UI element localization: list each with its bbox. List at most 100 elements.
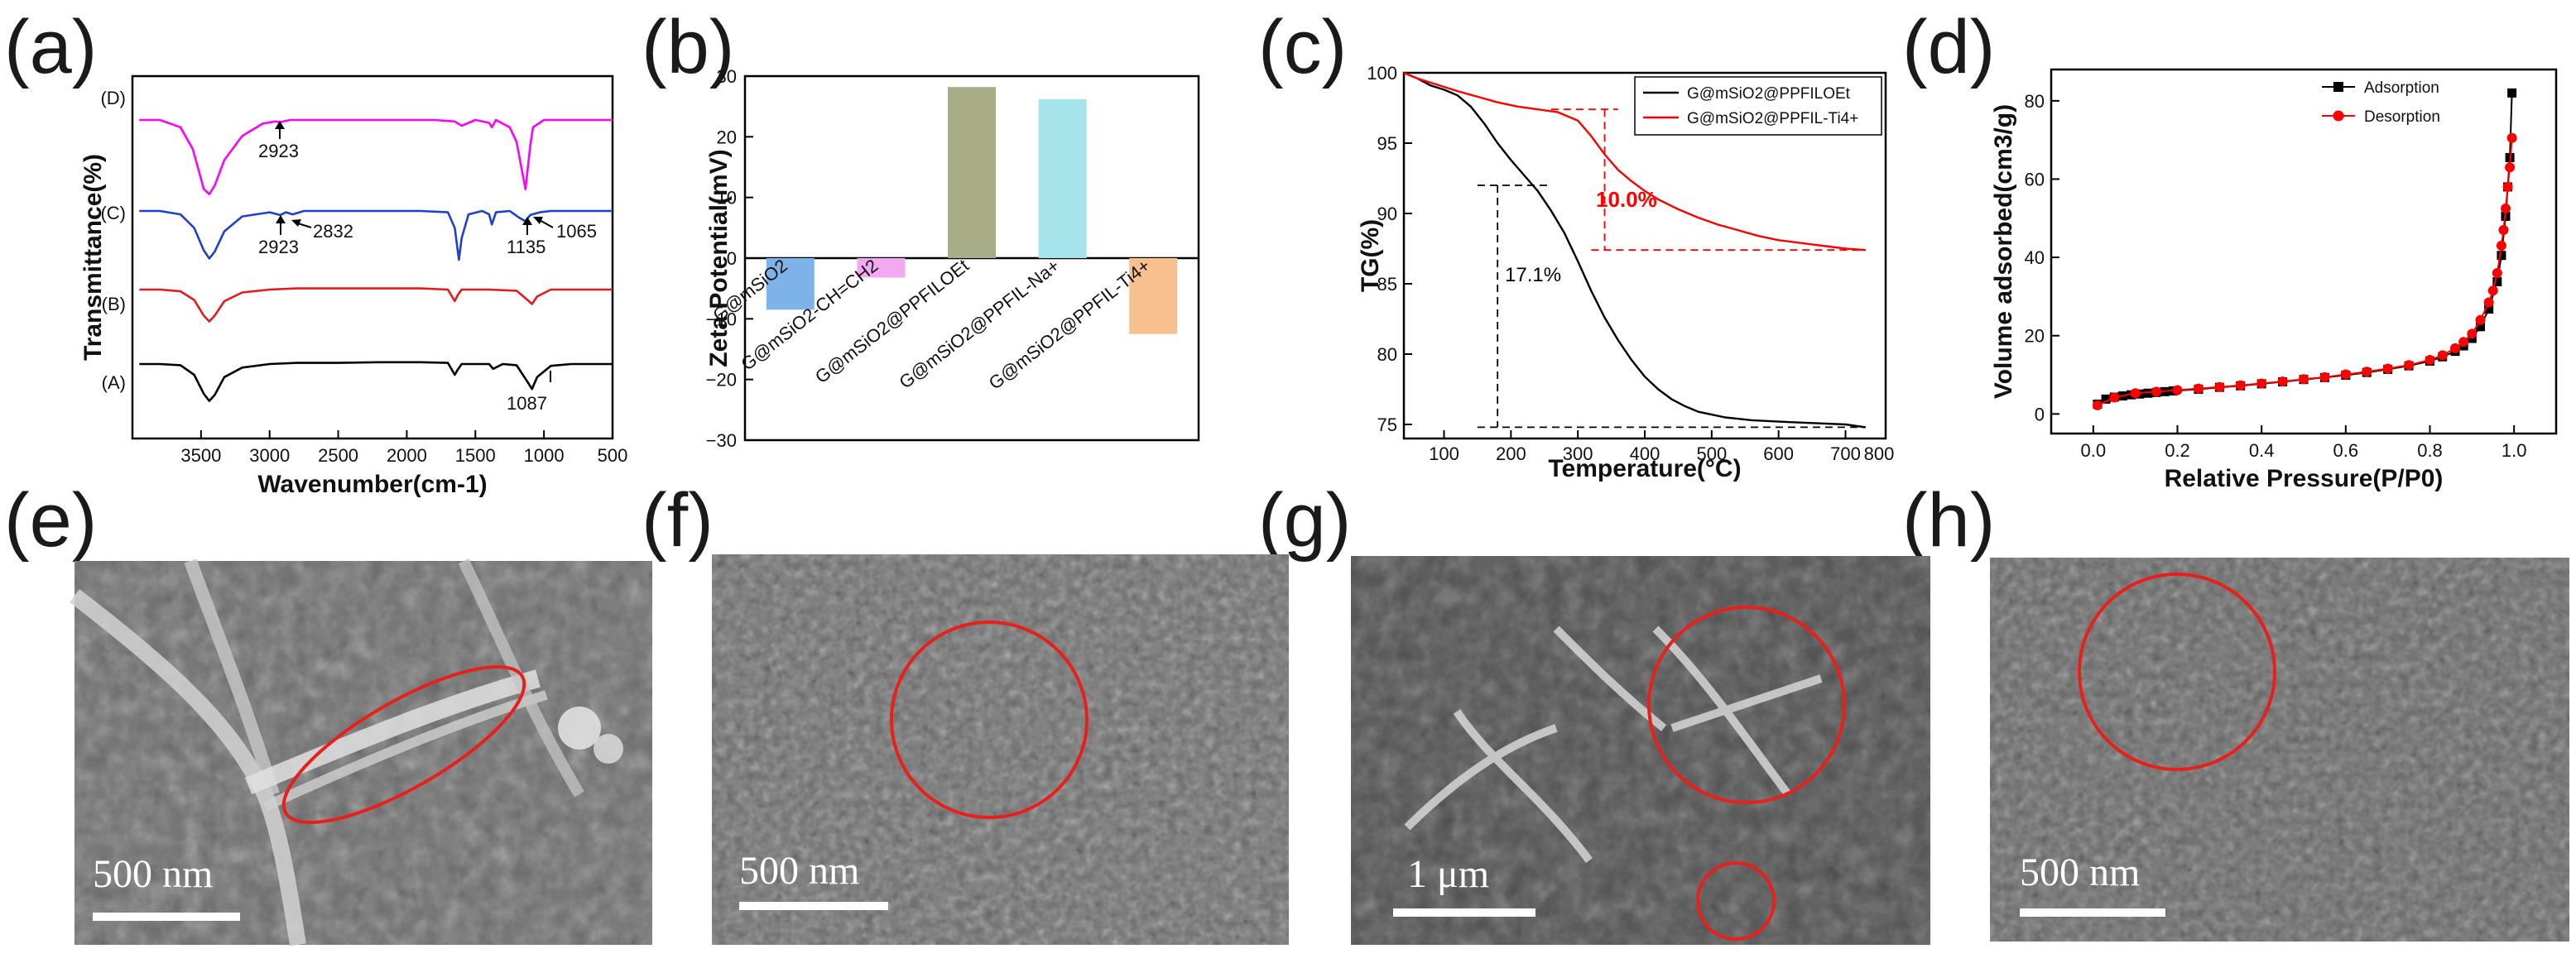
- adsorption-point: [2497, 251, 2506, 261]
- chart-c-annotation-17: 17.1%: [1505, 264, 1561, 286]
- desorption-point: [2092, 400, 2103, 410]
- panel-label-f: (f): [642, 478, 714, 563]
- legend-marker-desorption: [2333, 110, 2344, 122]
- annotation-1135: 1135: [507, 237, 545, 257]
- y-tick-label: 85: [1377, 274, 1397, 295]
- chart-d-ticks: 0.0 0.2 0.4 0.6 0.8 1.0 0 20 40 60 80: [2025, 91, 2527, 461]
- y-tick-label: −30: [706, 430, 737, 451]
- sem-e-particle: [594, 734, 623, 764]
- sem-f-highlight-circle: [890, 621, 1089, 819]
- chart-b-bars: [766, 87, 1178, 334]
- tga-curve-ppfil-ti: [1403, 71, 1866, 252]
- chart-d: 0.0 0.2 0.4 0.6 0.8 1.0 0 20 40 60 80 Adsorption D…: [1990, 68, 2558, 492]
- desorption-curve: [2097, 137, 2513, 406]
- y-tick-label: 30: [717, 66, 737, 87]
- desorption-point: [2487, 285, 2498, 296]
- sem-f-scale-label: 500 nm: [739, 849, 859, 893]
- desorption-point: [2496, 240, 2506, 251]
- annotation-2923-d: 2923: [258, 141, 299, 161]
- desorption-point: [2425, 355, 2435, 366]
- desorption-point: [2151, 386, 2162, 397]
- category-label: G@mSiO2@PPFIL-Na+: [895, 255, 1063, 393]
- x-tick-label: 800: [1864, 443, 1895, 464]
- x-tick-label: 300: [1563, 443, 1593, 464]
- chart-c-guides: [1477, 108, 1866, 429]
- x-tick-label: 0.0: [2081, 440, 2107, 461]
- x-tick-label: 0.6: [2333, 440, 2359, 461]
- chart-b-y-ticks: −30 −20 −10 0 10 20 30: [706, 66, 753, 451]
- x-tick-label: 400: [1630, 443, 1660, 464]
- x-tick-label: 3500: [180, 445, 221, 466]
- y-tick-label: 100: [1367, 63, 1397, 84]
- sem-image-h: 500 nm: [1990, 558, 2569, 942]
- zeta-bar: [1129, 258, 1178, 334]
- annotation-2923-c: 2923: [258, 237, 299, 257]
- desorption-point: [2362, 367, 2372, 377]
- zeta-bar: [766, 258, 815, 310]
- x-tick-label: 1000: [524, 445, 565, 466]
- annotation-1065: 1065: [556, 221, 597, 242]
- desorption-point: [2340, 369, 2351, 380]
- annotation-arrowhead: [275, 121, 285, 129]
- desorption-point: [2437, 350, 2448, 361]
- annotation-arrowhead: [291, 219, 301, 227]
- sem-g-scale-bar: [1393, 908, 1536, 917]
- y-tick-label: 0: [727, 248, 737, 269]
- chart-c: 100 200 300 400 500 600 700 800 75 80 85 90 95 100 G@…: [1357, 63, 1894, 482]
- chart-c-ticks: 100 200 300 400 500 600 700 800 75 80 85 90 95 100: [1367, 63, 1894, 464]
- chart-c-series: [1403, 71, 1866, 429]
- sem-h-highlight-circle: [2078, 573, 2276, 771]
- chart-a-curve-label-b: (B): [102, 294, 126, 314]
- adsorption-curve: [2097, 93, 2513, 405]
- y-tick-label: 80: [2025, 91, 2045, 112]
- annotation-arrowhead: [533, 217, 543, 224]
- desorption-point: [2475, 314, 2486, 325]
- x-tick-label: 2500: [318, 445, 358, 466]
- desorption-point: [2130, 388, 2141, 399]
- desorption-point: [2483, 297, 2494, 308]
- sem-e-fiber-bundle: [262, 690, 548, 812]
- zeta-bar: [1038, 98, 1087, 258]
- chart-a-y-title: Transmittance(%): [79, 154, 107, 361]
- desorption-point: [2256, 378, 2267, 389]
- x-tick-label: 500: [1696, 443, 1727, 464]
- panel-label-d: (d): [1902, 5, 1995, 89]
- chart-d-frame: [2050, 68, 2558, 435]
- x-tick-label: 1500: [455, 445, 496, 466]
- chart-d-x-label: Relative Pressure(P/P0): [2165, 465, 2444, 492]
- chart-a-curve-label-d: (D): [100, 88, 126, 108]
- desorption-point: [2319, 371, 2330, 382]
- desorption-point: [2492, 268, 2502, 279]
- chart-a-frame: [131, 74, 614, 440]
- tga-curve-ppfiloet: [1403, 71, 1866, 429]
- chart-d-series: [2092, 88, 2517, 410]
- chart-a-x-ticks: 3500 3000 2500 2000 1500 1000 500: [180, 430, 627, 466]
- chart-a-y-label: Transmittance(%): [79, 154, 107, 361]
- chart-b-y-title: Zeta Potential(mV): [705, 149, 733, 367]
- zeta-bar: [857, 258, 906, 278]
- panel-label-e: (e): [4, 478, 97, 563]
- panel-label-c: (c): [1258, 5, 1347, 89]
- chart-d-y-title: Volume adsorbed(cm3/g): [1990, 104, 2017, 399]
- desorption-point: [2458, 337, 2469, 347]
- adsorption-point: [2143, 388, 2153, 398]
- y-tick-label: 80: [1377, 344, 1397, 365]
- category-label: G@mSiO2@PPFIL-Ti4+: [985, 255, 1155, 394]
- chart-d-y-label: Volume adsorbed(cm3/g): [1990, 104, 2017, 399]
- legend-label-ppfiloet: G@mSiO2@PPFILOEt: [1687, 85, 1851, 103]
- chart-b-y-label: Zeta Potential(mV): [705, 149, 733, 367]
- chart-c-x-label: Temperature(°C): [1548, 455, 1741, 482]
- y-tick-label: 75: [1377, 415, 1397, 435]
- panel-label-g: (g): [1258, 478, 1351, 563]
- ftir-curve-d: [139, 118, 613, 196]
- annotation-arrowhead: [276, 215, 286, 223]
- sem-h-texture: [1990, 558, 2569, 942]
- x-tick-label: 1.0: [2502, 440, 2527, 461]
- panel-label-a: (a): [4, 5, 97, 89]
- ftir-curve-a: [139, 361, 613, 402]
- legend-marker-adsorption: [2333, 82, 2343, 92]
- sem-g-highlight-circle: [1647, 606, 1846, 804]
- chart-d-legend: Adsorption Desorption: [2322, 79, 2440, 126]
- sem-g-network: [1404, 625, 1823, 864]
